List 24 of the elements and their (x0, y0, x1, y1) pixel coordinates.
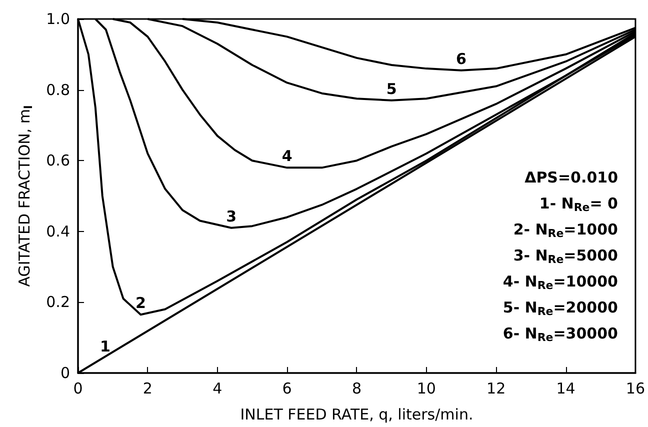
series-label: 2 (135, 294, 146, 312)
x-tick-label: 16 (626, 380, 646, 398)
x-tick-label: 14 (556, 380, 576, 398)
y-tick-label: 1.0 (46, 10, 70, 28)
x-tick-label: 8 (352, 380, 362, 398)
x-tick-label: 2 (142, 380, 152, 398)
y-tick-label: 0.6 (46, 152, 70, 170)
series-label: 4 (282, 147, 292, 166)
series-label: 3 (226, 207, 237, 226)
y-tick-label: 0.8 (46, 80, 70, 99)
x-tick-label: 0 (73, 380, 83, 398)
series-label: 6 (456, 50, 466, 68)
y-tick-label: 0 (60, 364, 70, 382)
x-axis-title: INLET FEED RATE, q, liters/min. (240, 406, 474, 424)
x-tick-label: 4 (212, 380, 222, 398)
annotation: ΔPS=0.010 (524, 168, 618, 186)
series-label: 1 (100, 338, 110, 356)
x-tick-label: 12 (486, 380, 506, 398)
y-tick-label: 0.2 (46, 293, 70, 312)
x-tick-label: 10 (416, 380, 436, 398)
series-label: 5 (386, 80, 397, 98)
y-axis-title: AGITATED FRACTION, ml (16, 105, 35, 287)
x-tick-label: 6 (282, 380, 292, 398)
y-tick-label: 0.4 (46, 222, 70, 240)
